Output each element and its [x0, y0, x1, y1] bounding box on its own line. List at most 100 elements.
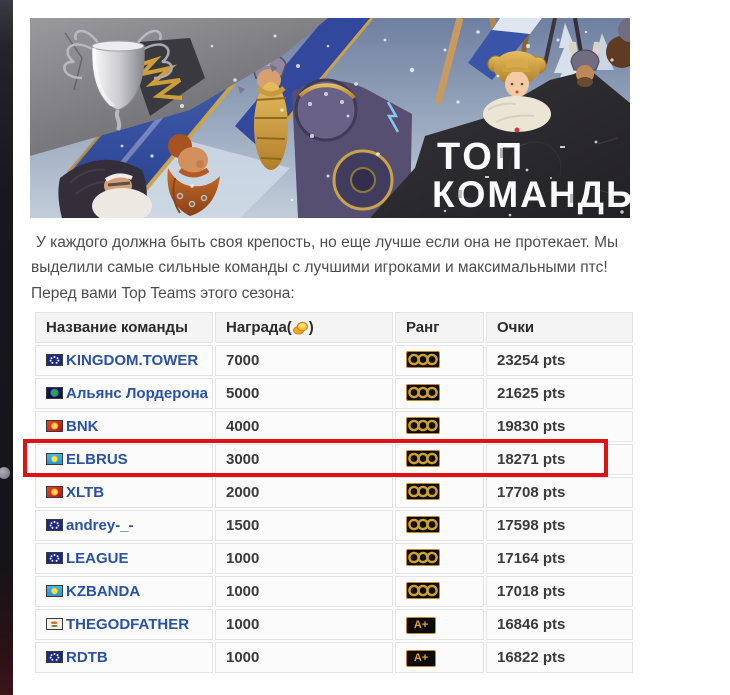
intro-line: выделили самые сильные команды с лучшими…: [31, 259, 608, 277]
team-flag-icon: [46, 354, 63, 366]
rank-cell: A+: [395, 642, 484, 673]
rank-rings-icon: [408, 485, 438, 498]
gold-emblem: [129, 55, 183, 100]
slate-area: [370, 70, 630, 218]
rank-badge: A+: [406, 650, 436, 667]
rank-rings-icon: [408, 584, 438, 597]
team-link[interactable]: KZBANDA: [66, 583, 141, 600]
armor-art: [292, 78, 412, 218]
table-row: KZBANDA 1000 17018 pts: [35, 576, 633, 607]
points-cell: 16822 pts: [486, 642, 633, 673]
page-left-edge: [0, 0, 13, 695]
title-distress: [455, 148, 576, 203]
intro-paragraph: У каждого должна быть своя крепость, но …: [31, 230, 651, 306]
rank-cell: [395, 345, 484, 376]
reward-cell: 1000: [215, 642, 393, 673]
team-cell: ELBRUS: [35, 444, 213, 475]
points-cell: 17708 pts: [486, 477, 633, 508]
woman-art: [483, 51, 551, 133]
rank-rings-icon: [408, 419, 438, 432]
rank-label: A+: [413, 619, 429, 631]
banner-art: ТОП КОМАНДЫ: [30, 18, 630, 218]
team-link[interactable]: KINGDOM.TOWER: [66, 352, 199, 369]
banner-title-line1: ТОП: [437, 136, 525, 178]
reward-cell: 1000: [215, 543, 393, 574]
points-cell: 17018 pts: [486, 576, 633, 607]
team-flag-icon: [46, 387, 63, 399]
banner-image: ТОП КОМАНДЫ: [30, 18, 630, 218]
rank-badge: [406, 516, 440, 533]
team-link[interactable]: Альянс Лордерона: [66, 385, 208, 402]
intro-line: Перед вами Top Teams этого сезона:: [31, 284, 295, 302]
rank-badge: [406, 483, 440, 500]
rank-cell: [395, 444, 484, 475]
dwarf-redbeard-art: [167, 134, 220, 216]
team-link[interactable]: LEAGUE: [66, 550, 129, 567]
rank-badge: [406, 384, 440, 401]
teams-table-body: KINGDOM.TOWER 7000 23254 pts Альянс Лорд…: [35, 345, 633, 673]
rank-badge: [406, 417, 440, 434]
team-flag-icon: [46, 618, 63, 630]
team-flag-icon: [46, 585, 63, 597]
team-link[interactable]: BNK: [66, 418, 99, 435]
table-row: BNK 4000 19830 pts: [35, 411, 633, 442]
team-flag-icon: [46, 420, 63, 432]
team-cell: KINGDOM.TOWER: [35, 345, 213, 376]
team-flag-icon: [46, 651, 63, 663]
reward-cell: 1000: [215, 609, 393, 640]
teams-table: Название команды Награда() Ранг Очки KIN…: [33, 310, 635, 675]
points-cell: 17598 pts: [486, 510, 633, 541]
team-flag-icon: [46, 486, 63, 498]
table-row: XLTB 2000 17708 pts: [35, 477, 633, 508]
team-cell: Альянс Лордерона: [35, 378, 213, 409]
points-cell: 16846 pts: [486, 609, 633, 640]
rank-cell: [395, 543, 484, 574]
header-reward-prefix: Награда(: [226, 319, 292, 336]
table-row: RDTB 1000 A+ 16822 pts: [35, 642, 633, 673]
reward-cell: 4000: [215, 411, 393, 442]
rank-rings-icon: [408, 353, 438, 366]
team-link[interactable]: ELBRUS: [66, 451, 128, 468]
rank-badge: [406, 351, 440, 368]
rank-cell: [395, 510, 484, 541]
points-cell: 19830 pts: [486, 411, 633, 442]
rank-cell: A+: [395, 609, 484, 640]
table-row: LEAGUE 1000 17164 pts: [35, 543, 633, 574]
team-link[interactable]: RDTB: [66, 649, 108, 666]
team-link[interactable]: XLTB: [66, 484, 105, 501]
header-rank: Ранг: [395, 312, 484, 343]
rank-rings-icon: [408, 551, 438, 564]
reward-cell: 1500: [215, 510, 393, 541]
snow-dots: [120, 30, 614, 202]
reward-cell: 2000: [215, 477, 393, 508]
team-flag-icon: [46, 453, 63, 465]
points-cell: 23254 pts: [486, 345, 633, 376]
rank-cell: [395, 477, 484, 508]
gold-coins-icon: [292, 321, 308, 335]
team-link[interactable]: THEGODFATHER: [66, 616, 190, 633]
scroll-dot: [0, 467, 10, 479]
table-row: THEGODFATHER 1000 A+ 16846 pts: [35, 609, 633, 640]
table-row: andrey-_- 1500 17598 pts: [35, 510, 633, 541]
dwarf-whitebeard-art: [58, 159, 152, 218]
reward-cell: 1000: [215, 576, 393, 607]
points-cell: 17164 pts: [486, 543, 633, 574]
team-cell: RDTB: [35, 642, 213, 673]
team-flag-icon: [46, 519, 63, 531]
rank-badge: A+: [406, 617, 436, 634]
team-cell: XLTB: [35, 477, 213, 508]
rank-cell: [395, 378, 484, 409]
trophy-icon: [63, 29, 173, 131]
rank-cell: [395, 576, 484, 607]
team-cell: BNK: [35, 411, 213, 442]
rank-rings-icon: [408, 518, 438, 531]
intro-line: У каждого должна быть своя крепость, но …: [36, 234, 619, 251]
points-cell: 21625 pts: [486, 378, 633, 409]
header-reward-suffix: ): [308, 319, 314, 336]
team-link[interactable]: andrey-_-: [66, 517, 134, 534]
team-cell: THEGODFATHER: [35, 609, 213, 640]
rank-label: A+: [413, 652, 429, 664]
header-team-name: Название команды: [35, 312, 213, 343]
banner-title-line2: КОМАНДЫ: [432, 174, 630, 215]
header-points: Очки: [486, 312, 633, 343]
